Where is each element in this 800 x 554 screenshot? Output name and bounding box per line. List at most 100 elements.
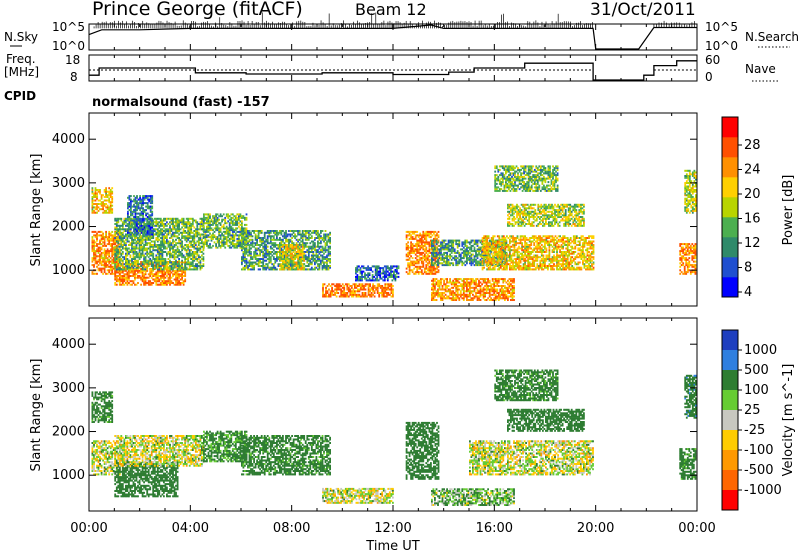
heatmap-cell xyxy=(132,282,135,284)
heatmap-cell xyxy=(128,221,131,224)
heatmap-cell xyxy=(167,223,170,225)
heatmap-cell xyxy=(301,233,304,236)
heatmap-cell xyxy=(112,234,115,237)
heatmap-cell xyxy=(262,238,265,241)
heatmap-cell xyxy=(437,295,439,298)
heatmap-cell xyxy=(422,230,425,233)
heatmap-cell xyxy=(419,257,422,260)
heatmap-cell xyxy=(292,268,295,271)
heatmap-cell xyxy=(123,244,126,246)
heatmap-cell xyxy=(173,240,176,243)
heatmap-cell xyxy=(140,242,142,245)
heatmap-cell xyxy=(163,271,165,274)
heatmap-cell xyxy=(172,249,174,252)
heatmap-cell xyxy=(238,225,240,228)
heatmap-cell xyxy=(286,240,289,243)
heatmap-cell xyxy=(161,275,164,277)
heatmap-cell xyxy=(150,263,153,266)
heatmap-cell xyxy=(175,259,177,262)
heatmap-cell xyxy=(136,203,138,206)
heatmap-cell xyxy=(141,266,144,269)
heatmap-cell xyxy=(123,235,126,238)
heatmap-cell xyxy=(179,269,182,272)
heatmap-cell xyxy=(179,261,182,264)
heatmap-cell xyxy=(372,290,374,293)
heatmap-cell xyxy=(434,285,436,287)
heatmap-cell xyxy=(156,275,159,277)
heatmap-cell xyxy=(425,271,428,274)
heatmap-cell xyxy=(132,249,135,252)
heatmap-cell xyxy=(377,270,380,273)
heatmap-cell xyxy=(272,244,275,246)
heatmap-cell xyxy=(260,251,263,253)
heatmap-cell xyxy=(431,250,434,253)
heatmap-cell xyxy=(114,237,117,239)
heatmap-cell xyxy=(130,207,132,210)
heatmap-cell xyxy=(282,238,284,241)
heatmap-cell xyxy=(239,223,242,226)
heatmap-cell xyxy=(408,271,411,274)
heatmap-cell xyxy=(121,262,124,265)
heatmap-cell xyxy=(191,240,194,243)
heatmap-cell xyxy=(91,203,94,205)
heatmap-cell xyxy=(126,259,129,262)
heatmap-cell xyxy=(158,283,161,286)
heatmap-cell xyxy=(114,231,117,234)
heatmap-cell xyxy=(269,258,272,260)
heatmap-cell xyxy=(386,270,389,273)
heatmap-cell xyxy=(133,198,135,201)
heatmap-cell xyxy=(204,232,207,235)
heatmap-cell xyxy=(423,269,426,272)
heatmap-cell xyxy=(306,230,309,232)
heatmap-cell xyxy=(166,271,168,274)
heatmap-cell xyxy=(118,271,121,274)
heatmap-cell xyxy=(291,261,293,264)
heatmap-cell xyxy=(188,265,191,267)
heatmap-cell xyxy=(170,223,173,225)
heatmap-cell xyxy=(253,230,255,232)
heatmap-cell xyxy=(285,252,287,255)
heatmap-cell xyxy=(193,235,196,238)
heatmap-cell xyxy=(105,262,107,265)
heatmap-cell xyxy=(146,223,149,225)
heatmap-cell xyxy=(432,281,435,284)
heatmap-cell xyxy=(361,293,364,296)
heatmap-cell xyxy=(280,238,283,241)
heatmap-cell xyxy=(397,275,400,278)
heatmap-cell xyxy=(269,259,272,262)
heatmap-cell xyxy=(114,269,117,272)
heatmap-cell xyxy=(153,221,156,224)
heatmap-cell xyxy=(234,215,237,218)
heatmap-cell xyxy=(123,258,126,260)
heatmap-cell xyxy=(182,280,185,283)
heatmap-cell xyxy=(354,292,356,294)
heatmap-cell xyxy=(115,269,118,272)
heatmap-cell xyxy=(242,256,245,259)
heatmap-cell xyxy=(128,268,130,271)
heatmap-cell xyxy=(170,221,173,224)
heatmap-cell xyxy=(410,236,412,239)
heatmap-cell xyxy=(327,240,330,243)
heatmap-cell xyxy=(149,262,152,265)
heatmap-cell xyxy=(163,259,165,262)
heatmap-cell xyxy=(425,248,428,251)
heatmap-cell xyxy=(145,223,147,225)
heatmap-cell xyxy=(172,242,174,245)
heatmap-cell xyxy=(143,202,146,205)
heatmap-cell xyxy=(227,213,230,216)
heatmap-cell xyxy=(148,228,151,231)
heatmap-cell xyxy=(93,250,95,253)
heatmap-cell xyxy=(312,231,315,234)
heatmap-cell xyxy=(130,224,132,227)
heatmap-cell xyxy=(307,237,310,239)
heatmap-cell xyxy=(420,244,423,247)
heatmap-cell xyxy=(111,230,114,233)
heatmap-cell xyxy=(207,222,210,225)
heatmap-cell xyxy=(109,265,112,268)
heatmap-cell xyxy=(382,279,385,282)
heatmap-cell xyxy=(121,266,124,269)
heatmap-cell xyxy=(262,240,265,243)
heatmap-cell xyxy=(163,251,165,253)
heatmap-cell xyxy=(163,224,165,227)
heatmap-cell xyxy=(140,252,142,255)
